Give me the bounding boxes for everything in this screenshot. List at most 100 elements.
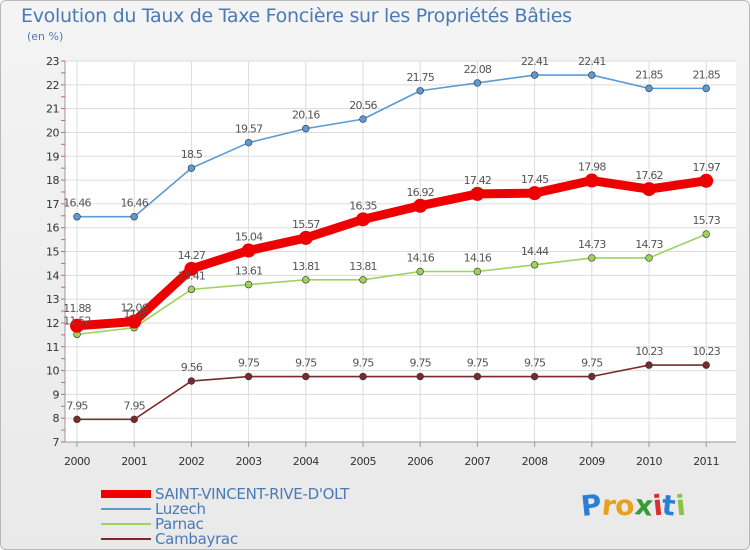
data-point bbox=[416, 87, 424, 95]
data-label: 16.92 bbox=[406, 186, 434, 199]
data-point bbox=[645, 84, 653, 93]
data-label: 17.45 bbox=[521, 173, 549, 186]
legend-swatch bbox=[101, 538, 151, 540]
data-label: 14.16 bbox=[406, 252, 434, 265]
data-point bbox=[642, 182, 656, 197]
x-tick-label: 2004 bbox=[293, 455, 319, 468]
data-point bbox=[416, 267, 424, 276]
data-point bbox=[130, 213, 138, 221]
data-label: 9.75 bbox=[467, 357, 489, 370]
legend-item: Cambayrac bbox=[101, 530, 421, 548]
data-label: 9.75 bbox=[581, 357, 603, 370]
data-point bbox=[470, 186, 485, 201]
data-label: 9.75 bbox=[352, 357, 374, 370]
series-line-0 bbox=[72, 176, 711, 331]
legend-swatch bbox=[101, 508, 151, 510]
y-tick-label: 10 bbox=[46, 365, 59, 378]
y-tick-label: 14 bbox=[46, 269, 59, 282]
data-point bbox=[530, 71, 539, 79]
data-point bbox=[473, 79, 482, 87]
data-label: 17.42 bbox=[464, 174, 492, 187]
y-tick-label: 7 bbox=[53, 436, 60, 449]
data-point bbox=[584, 173, 599, 188]
data-label: 13.41 bbox=[178, 269, 206, 282]
data-point bbox=[127, 314, 142, 329]
data-label: 11.88 bbox=[63, 302, 91, 315]
legend-label: Parnac bbox=[155, 515, 204, 533]
data-point bbox=[702, 230, 710, 238]
data-label: 13.81 bbox=[349, 260, 377, 273]
data-label: 16.35 bbox=[349, 199, 377, 212]
data-point bbox=[702, 84, 710, 93]
data-label: 20.56 bbox=[349, 99, 377, 112]
data-label: 14.27 bbox=[178, 249, 206, 262]
x-tick-label: 2000 bbox=[64, 455, 90, 468]
series-line-1 bbox=[76, 74, 708, 218]
data-point bbox=[473, 267, 482, 276]
data-label: 15.73 bbox=[692, 214, 720, 227]
y-tick-label: 11 bbox=[46, 341, 59, 354]
data-point bbox=[530, 261, 539, 269]
y-tick-label: 12 bbox=[46, 317, 59, 330]
data-point bbox=[70, 318, 84, 333]
x-tick-label: 2011 bbox=[693, 455, 719, 468]
data-point bbox=[73, 415, 81, 424]
data-label: 14.73 bbox=[578, 238, 606, 251]
data-label: 10.23 bbox=[635, 345, 663, 358]
data-point bbox=[359, 115, 367, 123]
data-point bbox=[298, 230, 313, 245]
data-label: 21.85 bbox=[692, 68, 720, 81]
data-point bbox=[413, 198, 428, 213]
data-point bbox=[416, 372, 424, 381]
data-label: 21.85 bbox=[635, 68, 663, 81]
x-tick-label: 2008 bbox=[522, 455, 548, 468]
data-point bbox=[473, 372, 482, 381]
y-tick-label: 20 bbox=[46, 126, 59, 139]
data-label: 10.23 bbox=[692, 345, 720, 358]
data-label: 22.08 bbox=[464, 63, 492, 76]
legend-label: Luzech bbox=[155, 500, 206, 518]
data-label: 17.97 bbox=[692, 161, 720, 174]
y-tick-label: 18 bbox=[46, 174, 59, 187]
data-label: 9.75 bbox=[410, 357, 432, 370]
data-point bbox=[244, 280, 253, 289]
x-tick-label: 2001 bbox=[121, 455, 147, 468]
data-label: 13.61 bbox=[235, 265, 263, 278]
legend-label: SAINT-VINCENT-RIVE-D'OLT bbox=[155, 485, 350, 503]
data-point bbox=[359, 276, 367, 284]
data-label: 20.16 bbox=[292, 109, 320, 122]
y-tick-label: 8 bbox=[53, 412, 60, 425]
y-tick-label: 21 bbox=[46, 103, 59, 116]
data-point bbox=[702, 361, 710, 369]
data-point bbox=[588, 71, 596, 79]
data-point bbox=[645, 254, 653, 262]
data-label: 11.8 bbox=[124, 308, 146, 321]
data-label: 9.75 bbox=[524, 357, 546, 370]
x-tick-label: 2010 bbox=[636, 455, 662, 468]
data-label: 18.5 bbox=[181, 148, 203, 161]
legend-item: Luzech bbox=[101, 500, 421, 518]
x-tick-label: 2006 bbox=[407, 455, 433, 468]
x-tick-label: 2009 bbox=[579, 455, 605, 468]
data-label: 9.75 bbox=[238, 357, 260, 370]
data-label: 9.56 bbox=[181, 361, 203, 374]
data-point bbox=[359, 372, 367, 381]
chart-title: Evolution du Taux de Taxe Foncière sur l… bbox=[21, 5, 572, 27]
data-point bbox=[302, 124, 310, 133]
data-point bbox=[241, 243, 256, 258]
legend-swatch bbox=[101, 523, 151, 525]
x-tick-label: 2003 bbox=[236, 455, 262, 468]
data-point bbox=[588, 372, 596, 381]
x-tick-label: 2002 bbox=[178, 455, 204, 468]
y-tick-label: 22 bbox=[46, 79, 59, 92]
data-point bbox=[302, 372, 310, 381]
y-tick-label: 13 bbox=[46, 293, 59, 306]
data-point bbox=[302, 276, 310, 284]
data-label: 14.73 bbox=[635, 238, 663, 251]
legend-item: SAINT-VINCENT-RIVE-D'OLT bbox=[101, 485, 421, 503]
data-point bbox=[73, 213, 81, 221]
data-label: 14.16 bbox=[464, 252, 492, 265]
data-point bbox=[699, 173, 714, 188]
